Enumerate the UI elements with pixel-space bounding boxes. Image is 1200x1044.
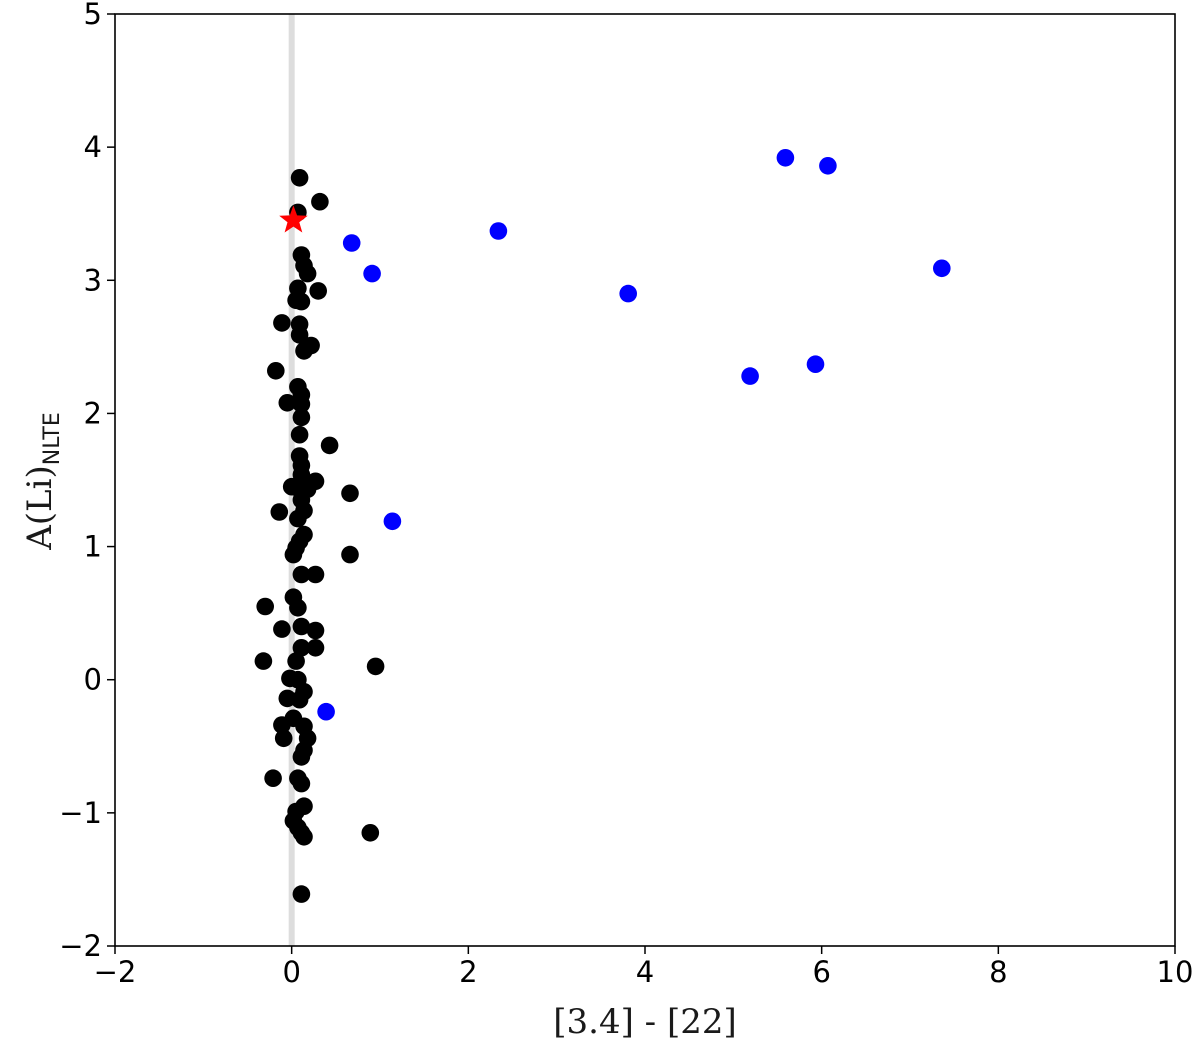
- series-0-point-48: [292, 639, 311, 657]
- x-tick-label-1: 0: [282, 955, 300, 989]
- series-0-point-38: [284, 545, 303, 564]
- series-0-point-7: [309, 282, 328, 300]
- series-0-point-50: [254, 652, 273, 670]
- y-tick-label-1: −1: [59, 796, 102, 830]
- series-0-point-33: [270, 503, 289, 521]
- series-0-point-34: [289, 509, 307, 528]
- series-1-point-8: [741, 367, 759, 385]
- x-tick-label-6: 10: [1157, 955, 1194, 989]
- series-0-point-47: [306, 621, 325, 640]
- series-1-point-9: [383, 512, 402, 531]
- series-0-point-65: [264, 769, 282, 787]
- series-1-point-6: [619, 284, 637, 303]
- series-0-point-75: [292, 885, 311, 903]
- series-0-point-19: [292, 395, 311, 413]
- series-0-point-44: [289, 599, 307, 617]
- y-tick-label-6: 4: [84, 130, 102, 164]
- series-0-point-15: [267, 362, 285, 380]
- x-tick-label-4: 6: [812, 955, 830, 989]
- x-axis-label: [3.4] - [22]: [553, 1002, 737, 1042]
- x-tick-label-0: −2: [94, 955, 137, 989]
- series-0-point-0: [290, 169, 309, 187]
- series-0-point-22: [320, 436, 339, 455]
- series-0-point-1: [311, 192, 329, 211]
- series-1-point-2: [489, 222, 508, 240]
- series-0-point-25: [292, 465, 311, 484]
- series-1-point-3: [342, 234, 361, 252]
- series-1-point-5: [933, 259, 951, 278]
- series-0-point-67: [292, 774, 311, 793]
- series-0-point-59: [273, 716, 291, 734]
- star-point: [279, 205, 308, 233]
- y-tick-label-5: 3: [84, 263, 102, 297]
- series-0-point-18: [278, 394, 297, 412]
- series-0-point-57: [290, 690, 309, 709]
- y-axis-label-main: A(Li): [20, 465, 60, 551]
- series-0-point-62: [274, 729, 293, 748]
- y-tick-label-0: −2: [59, 929, 102, 963]
- series-0-point-10: [273, 314, 291, 332]
- x-tick-label-2: 2: [459, 955, 477, 989]
- series-0-point-49: [306, 639, 325, 657]
- plot-area: −2 0 2 4 6 8 10 −2 −1 0 1 2 3 4 5: [59, 0, 1193, 989]
- series-0-point-40: [292, 565, 311, 584]
- y-tick-label-4: 2: [84, 396, 102, 430]
- y-tick-label-7: 5: [84, 0, 102, 31]
- series-1-point-10: [317, 702, 335, 721]
- series-0-point-43: [256, 597, 275, 616]
- series-0-point-64: [292, 748, 311, 766]
- series-0-point-46: [273, 620, 291, 638]
- series-0-point-5: [298, 264, 317, 283]
- y-tick-label-2: 0: [84, 663, 102, 697]
- y-axis-label-subscript: NLTE: [40, 412, 65, 465]
- plot-frame: [114, 13, 1176, 947]
- series-0-point-21: [290, 425, 309, 444]
- series-0-point-52: [366, 657, 385, 676]
- y-axis-label: A(Li)NLTE: [20, 412, 65, 551]
- y-tick-label-3: 1: [84, 530, 102, 564]
- series-0-point-39: [341, 545, 359, 564]
- series-0-point-41: [306, 565, 325, 584]
- series-0-point-9: [292, 292, 311, 311]
- series-0-point-20: [292, 408, 311, 427]
- series-1-point-0: [776, 149, 795, 167]
- series-1-point-4: [363, 264, 381, 283]
- series-1-point-7: [806, 355, 825, 374]
- series-0-point-45: [292, 617, 311, 636]
- x-tick-label-3: 4: [636, 955, 654, 989]
- series-0-point-73: [361, 824, 380, 842]
- series-0-point-51: [287, 652, 305, 670]
- series-0-point-30: [341, 484, 359, 503]
- series-0-point-14: [295, 342, 313, 360]
- series-0-point-74: [295, 828, 313, 846]
- series-1-point-1: [819, 157, 837, 175]
- series-0-point-12: [290, 326, 309, 344]
- x-tick-label-5: 8: [989, 955, 1007, 989]
